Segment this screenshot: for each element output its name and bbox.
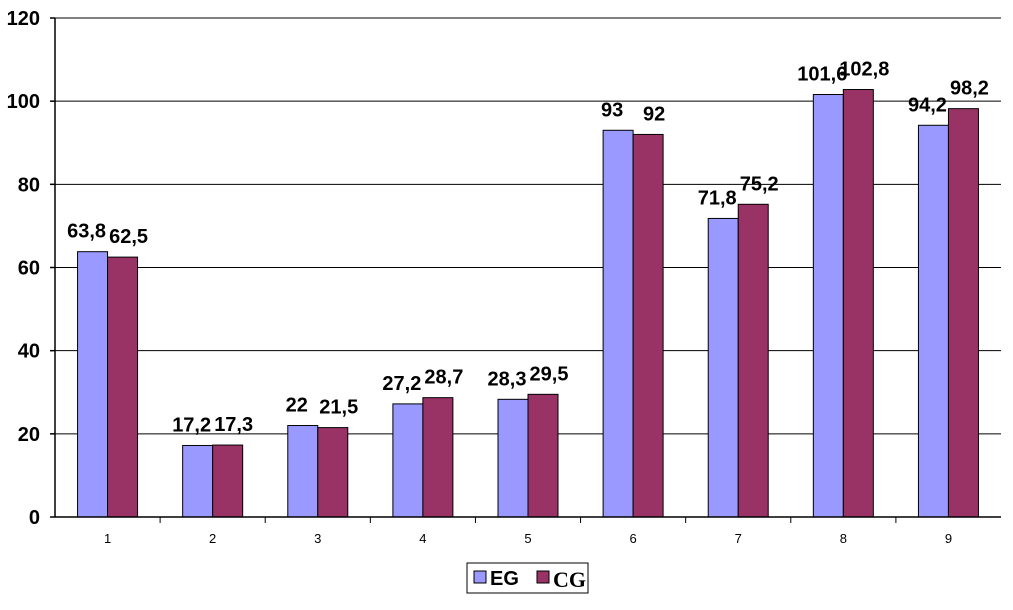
- bar-eg-9: [917, 124, 949, 518]
- x-tick-label: 5: [524, 531, 531, 546]
- bar-eg-3: [287, 425, 319, 518]
- x-tick-label: 8: [840, 531, 847, 546]
- x-tick-label: 2: [209, 531, 216, 546]
- bar-cg-8: [842, 89, 874, 518]
- bar-eg-4: [392, 403, 424, 518]
- data-label-cg-8: 102,8: [839, 59, 889, 81]
- data-label-eg-1: 63,8: [67, 221, 106, 243]
- data-label-eg-5: 28,3: [488, 368, 527, 390]
- y-tick-label: 60: [18, 258, 40, 280]
- data-label-eg-9: 94,2: [908, 94, 947, 116]
- bar-cg-3: [317, 427, 349, 518]
- data-label-cg-4: 28,7: [424, 367, 463, 389]
- data-label-eg-8: 101,6: [797, 64, 847, 86]
- data-labels: 63,8 62,5 17,2 17,3 22 21,5 27,2 28,7 28,3 29,5 93…: [67, 59, 989, 437]
- bar-cg-2: [212, 444, 244, 518]
- data-label-cg-3: 21,5: [319, 397, 358, 419]
- y-tick-labels: 0 20 40 60 80 100 120: [7, 8, 55, 529]
- bar-eg-6: [602, 129, 634, 518]
- y-tick-label: 20: [18, 424, 40, 446]
- x-tick-label: 3: [314, 531, 321, 546]
- data-label-cg-6: 92: [643, 103, 665, 125]
- bar-cg-5: [527, 393, 559, 518]
- data-label-eg-4: 27,2: [382, 373, 421, 395]
- data-label-cg-9: 98,2: [950, 78, 989, 100]
- data-label-eg-7: 71,8: [698, 187, 737, 209]
- y-tick-label: 40: [18, 341, 40, 363]
- bar-cg-7: [737, 203, 769, 518]
- bar-cg-9: [947, 108, 979, 518]
- x-tick-label: 7: [735, 531, 742, 546]
- x-tick-labels: 1 2 3 4 5 6 7 8 9: [104, 517, 952, 546]
- data-label-eg-2: 17,2: [172, 414, 211, 436]
- data-label-eg-3: 22: [286, 395, 308, 417]
- data-label-cg-1: 62,5: [109, 226, 148, 248]
- x-tick-label: 4: [419, 531, 426, 546]
- legend-box: [466, 562, 589, 594]
- bar-eg-2: [182, 444, 214, 518]
- y-tick-label: 0: [29, 507, 40, 529]
- y-tick-label: 120: [7, 8, 40, 30]
- x-tick-label: 1: [104, 531, 111, 546]
- bar-cg-1: [107, 256, 139, 518]
- data-label-eg-6: 93: [601, 99, 623, 121]
- legend-label-eg: EG: [490, 568, 519, 590]
- bar-eg-7: [707, 217, 739, 518]
- y-tick-label: 100: [7, 91, 40, 113]
- bars: [77, 89, 979, 518]
- x-tick-label: 9: [945, 531, 952, 546]
- legend-swatch-cg: [536, 570, 550, 584]
- bar-eg-5: [497, 398, 529, 518]
- legend-swatch-eg: [473, 570, 487, 584]
- bar-cg-4: [422, 397, 454, 518]
- x-tick-label: 6: [629, 531, 636, 546]
- data-label-cg-2: 17,3: [214, 414, 253, 436]
- bar-eg-8: [812, 94, 844, 518]
- data-label-cg-7: 75,2: [740, 173, 779, 195]
- data-label-cg-5: 29,5: [530, 363, 569, 385]
- bar-cg-6: [632, 133, 664, 518]
- legend-label-cg: CG: [553, 567, 586, 592]
- bar-eg-1: [77, 251, 109, 518]
- legend: EG CG: [466, 562, 589, 594]
- y-tick-label: 80: [18, 174, 40, 196]
